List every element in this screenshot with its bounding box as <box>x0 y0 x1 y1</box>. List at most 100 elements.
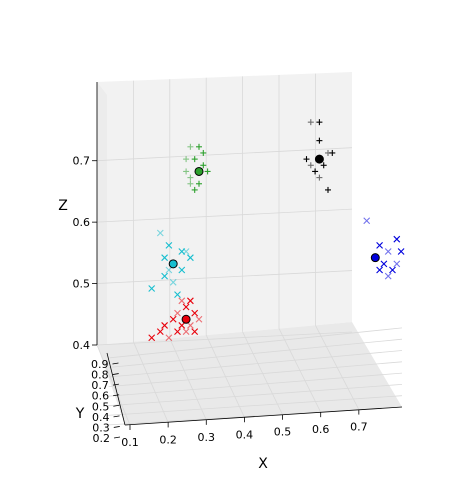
data-point <box>316 137 323 144</box>
data-point <box>393 260 401 268</box>
y-tick-label: 0.9 <box>91 358 109 371</box>
data-point <box>182 303 190 311</box>
data-point <box>187 322 194 329</box>
x-floor-grid-line <box>205 334 245 418</box>
y-floor-grid-line <box>109 327 403 359</box>
z-tick-label: 0.7 <box>73 155 91 168</box>
data-point <box>165 241 173 249</box>
data-point <box>195 315 203 323</box>
x-floor-grid-line <box>169 338 207 421</box>
x-tick-label: 0.2 <box>159 433 177 446</box>
data-point <box>196 143 202 150</box>
data-point <box>312 168 319 175</box>
data-point <box>187 143 194 150</box>
data-point <box>187 174 194 181</box>
grid-lines <box>96 73 403 426</box>
data-point <box>397 248 405 255</box>
z-tick-label: 0.6 <box>73 216 91 229</box>
y-floor-grid-line <box>107 395 403 416</box>
data-point <box>183 168 190 175</box>
data-point <box>303 156 310 163</box>
y-tick-label: 0.7 <box>91 379 109 392</box>
x-tick-label: 0.7 <box>350 421 368 434</box>
y-axis-line <box>106 352 126 426</box>
data-point <box>161 272 168 280</box>
data-point <box>376 241 383 249</box>
y-axis-title: Y <box>75 406 85 422</box>
y-floor-grid-line <box>108 350 403 378</box>
x-tick-label: 0.3 <box>198 431 216 444</box>
data-point <box>187 180 194 187</box>
data-point <box>174 328 181 335</box>
data-point <box>393 235 401 243</box>
data-point <box>389 266 396 274</box>
data-point <box>307 162 314 169</box>
data-point <box>196 180 202 187</box>
data-point <box>178 266 186 274</box>
data-point <box>187 297 194 305</box>
data-point <box>325 186 331 193</box>
data-point <box>156 229 164 237</box>
y-floor-grid-line <box>109 338 403 368</box>
y-tick-mark <box>112 362 119 365</box>
y-tick-label: 0.6 <box>92 390 110 403</box>
left-pane <box>97 82 107 353</box>
data-point <box>148 285 156 292</box>
cluster-centroid <box>181 314 191 324</box>
data-points <box>148 119 405 342</box>
data-point <box>165 266 173 274</box>
data-point <box>384 248 392 255</box>
x-tick-label: 0.1 <box>121 436 139 449</box>
y-floor-grid-line <box>107 384 403 407</box>
z-grid-line <box>96 208 353 223</box>
cluster-centroid <box>314 154 324 164</box>
data-point <box>169 315 177 323</box>
data-point <box>169 278 177 286</box>
data-point <box>165 334 173 342</box>
data-point <box>204 168 211 175</box>
axis-ticks: 0.40.50.60.70.1 0.2 0.3 0.4 0.5 0.6 0.70.20.30… <box>73 155 368 449</box>
cluster-centroid <box>370 253 380 263</box>
data-point <box>191 328 199 335</box>
x-tick-label: 0.4 <box>236 428 254 441</box>
data-point <box>363 217 371 225</box>
data-point <box>316 174 323 181</box>
data-point <box>183 156 190 163</box>
y-tick-mark <box>113 394 120 397</box>
data-point <box>329 149 336 156</box>
y-tick-label: 0.3 <box>92 421 110 434</box>
data-point <box>174 309 181 317</box>
data-point <box>316 119 323 126</box>
floor-pane <box>97 322 402 425</box>
data-point <box>178 297 186 305</box>
z-grid-line <box>96 331 353 346</box>
data-point <box>200 149 207 156</box>
data-point <box>191 156 198 163</box>
y-tick-mark <box>113 404 120 407</box>
data-point <box>161 254 168 262</box>
data-point <box>187 254 194 262</box>
data-point <box>148 334 156 342</box>
z-tick-label: 0.4 <box>73 339 91 352</box>
data-point <box>200 162 207 169</box>
z-grid-line <box>96 270 353 284</box>
cluster-centroid <box>194 166 204 176</box>
y-tick-label: 0.8 <box>91 369 109 382</box>
data-point <box>161 322 168 329</box>
x-axis-line <box>124 406 403 426</box>
y-tick-mark <box>112 383 119 386</box>
y-tick-mark <box>112 373 119 375</box>
z-tick-label: 0.5 <box>73 278 91 291</box>
data-point <box>191 309 199 317</box>
y-floor-grid-line <box>108 372 403 397</box>
data-point <box>178 322 186 329</box>
data-point <box>156 328 164 335</box>
data-point <box>182 328 190 335</box>
data-point <box>182 248 190 255</box>
x-tick-label: 0.5 <box>274 426 292 439</box>
data-point <box>376 266 383 274</box>
back-pane <box>97 72 352 345</box>
data-point <box>384 272 392 280</box>
y-tick-mark <box>113 436 121 439</box>
